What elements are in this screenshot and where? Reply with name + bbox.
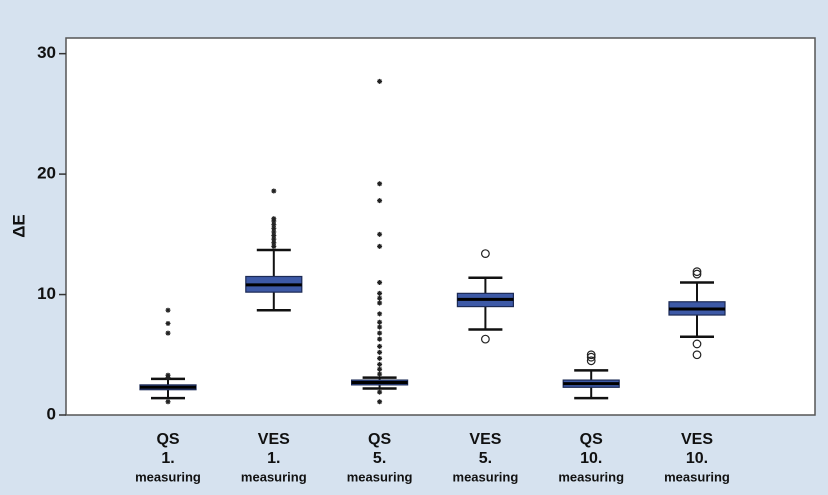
outlier xyxy=(481,249,490,259)
x-tick-label: 10. xyxy=(686,450,708,467)
x-tick-label: measuring xyxy=(347,469,413,484)
y-axis-label: ΔE xyxy=(9,214,28,238)
extreme xyxy=(165,320,171,326)
outlier xyxy=(586,356,596,366)
extreme xyxy=(377,198,383,204)
extreme xyxy=(271,229,277,235)
y-tick-label: 10 xyxy=(37,284,56,303)
extreme xyxy=(377,243,383,249)
x-tick-label: QS xyxy=(580,431,603,448)
x-tick-label: VES xyxy=(469,431,501,448)
extreme xyxy=(377,399,383,405)
outlier xyxy=(586,350,596,360)
extreme xyxy=(377,355,383,361)
x-tick-label: 5. xyxy=(479,450,492,467)
extreme xyxy=(271,225,277,231)
extreme xyxy=(377,78,383,84)
x-tick-label: 10. xyxy=(580,450,602,467)
extreme xyxy=(165,399,171,405)
extreme xyxy=(377,290,383,296)
extreme xyxy=(377,361,383,367)
x-tick-label: measuring xyxy=(664,469,730,484)
extreme xyxy=(377,324,383,330)
extreme xyxy=(271,188,277,194)
extreme xyxy=(377,343,383,349)
outlier xyxy=(692,350,702,360)
extreme xyxy=(377,280,383,286)
x-tick-label: measuring xyxy=(558,469,624,484)
x-tick-label: 1. xyxy=(267,450,280,467)
outlier xyxy=(481,334,490,344)
extreme xyxy=(377,300,383,306)
extreme xyxy=(165,307,171,313)
extreme xyxy=(271,240,277,246)
x-tick-label: 1. xyxy=(161,450,174,467)
extreme xyxy=(377,349,383,355)
y-tick-label: 20 xyxy=(37,164,56,183)
extreme xyxy=(271,222,277,228)
extreme xyxy=(377,231,383,237)
y-tick-label: 0 xyxy=(47,404,56,423)
x-tick-label: 5. xyxy=(373,450,386,467)
y-tick-label: 30 xyxy=(37,43,56,62)
outlier xyxy=(692,269,702,279)
extreme xyxy=(271,236,277,242)
outlier xyxy=(692,339,702,349)
x-tick-label: measuring xyxy=(453,469,519,484)
outlier xyxy=(692,267,702,277)
extreme xyxy=(377,181,383,187)
extreme xyxy=(377,366,383,372)
plot-area xyxy=(65,37,816,416)
x-tick-label: QS xyxy=(368,431,391,448)
extreme xyxy=(377,371,383,377)
extreme xyxy=(271,243,277,249)
extreme xyxy=(271,233,277,239)
x-tick-label: measuring xyxy=(241,469,307,484)
extreme xyxy=(271,216,277,222)
outlier xyxy=(586,352,596,362)
extreme xyxy=(377,330,383,336)
extreme xyxy=(377,319,383,325)
x-tick-label: measuring xyxy=(135,469,201,484)
extreme xyxy=(377,295,383,301)
extreme xyxy=(377,336,383,342)
extreme xyxy=(377,389,383,395)
x-tick-label: VES xyxy=(681,431,713,448)
x-tick-label: VES xyxy=(258,431,290,448)
extreme xyxy=(165,330,171,336)
x-tick-label: QS xyxy=(156,431,179,448)
extreme xyxy=(377,311,383,317)
extreme xyxy=(165,375,171,381)
